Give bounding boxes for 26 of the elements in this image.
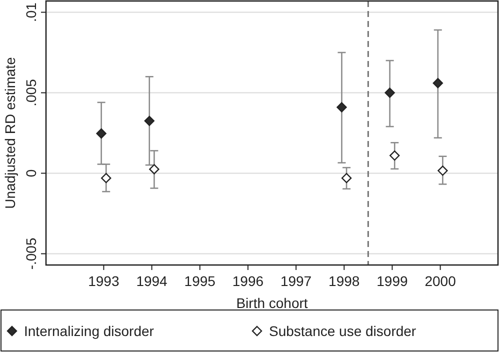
x-axis-title: Birth cohort (236, 295, 308, 311)
point (438, 166, 448, 176)
point (96, 128, 106, 139)
y-tick-label: 0 (23, 169, 39, 178)
x-tick-label: 1997 (280, 273, 312, 289)
x-tick-label: 1994 (136, 273, 168, 289)
point (341, 172, 352, 184)
x-tick-label: 1993 (88, 273, 120, 289)
point (384, 88, 395, 98)
point (390, 150, 400, 161)
y-tick-label: -.005 (23, 238, 39, 270)
y-axis-title: Unadjusted RD estimate (2, 56, 18, 209)
point (432, 78, 443, 88)
point (149, 164, 160, 174)
x-tick-label: 2000 (424, 273, 456, 289)
x-tick-label: 1996 (232, 273, 264, 289)
legend-label: Internalizing disorder (24, 323, 154, 339)
y-tick-label: .01 (23, 2, 39, 22)
point (336, 102, 347, 112)
x-tick-label: 1995 (184, 273, 216, 289)
x-tick-label: 1999 (376, 273, 408, 289)
legend-label: Substance use disorder (269, 323, 416, 339)
point (144, 116, 154, 126)
x-tick-label: 1998 (328, 273, 360, 289)
y-tick-label: .005 (23, 78, 39, 106)
point (101, 172, 112, 184)
